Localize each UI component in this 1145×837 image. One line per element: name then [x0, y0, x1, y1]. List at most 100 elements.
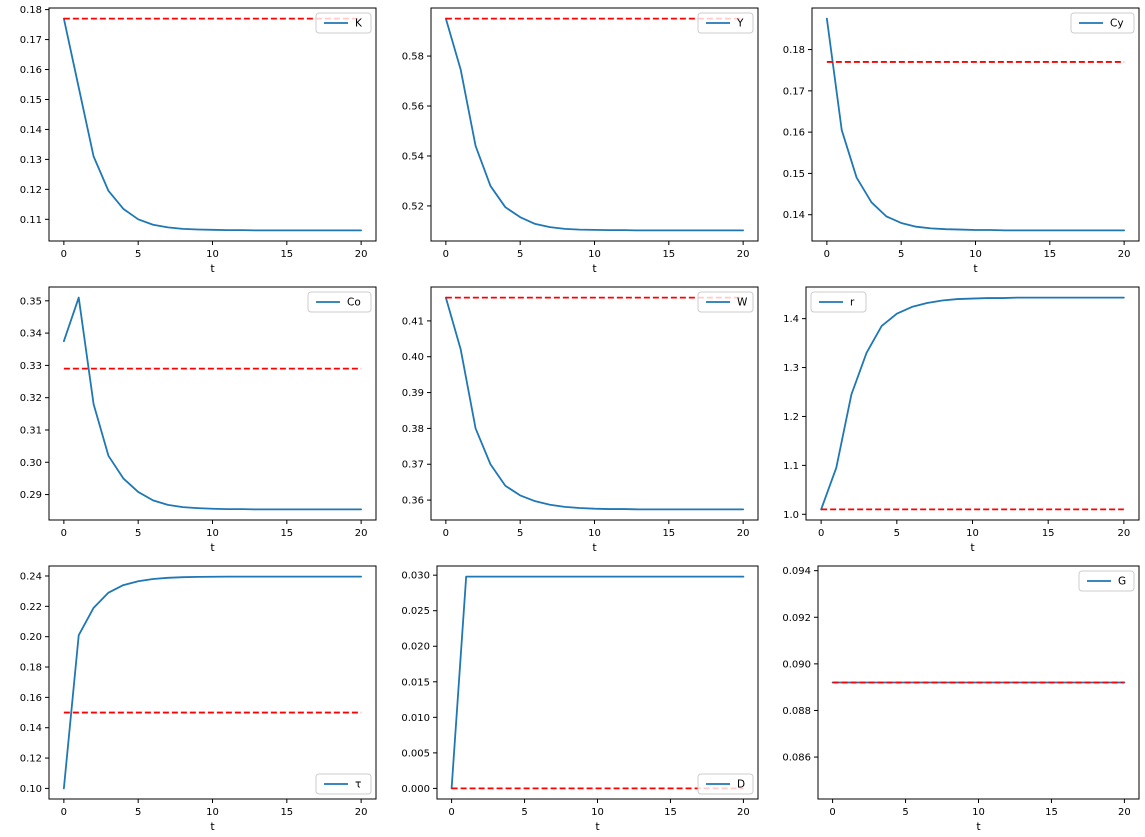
x-tick-label: 10 [588, 249, 601, 260]
y-tick-label: 0.14 [783, 210, 805, 221]
x-axis-label: t [595, 820, 600, 833]
y-tick-label: 0.088 [783, 706, 812, 717]
legend: K [315, 12, 372, 34]
x-tick-label: 20 [1118, 528, 1131, 539]
x-tick-label: 10 [969, 249, 982, 260]
y-tick-label: 0.31 [20, 425, 42, 436]
x-tick-label: 5 [898, 249, 904, 260]
axes-box [436, 565, 759, 800]
x-axis-label: t [210, 541, 215, 554]
legend-label: Cy [1110, 18, 1124, 30]
legend-label: Y [736, 18, 744, 30]
y-tick-label: 0.39 [401, 388, 423, 399]
y-tick-label: 0.56 [401, 102, 423, 113]
x-tick-label: 0 [61, 528, 67, 539]
series-line [820, 296, 1126, 511]
axes-box [48, 286, 377, 521]
series-line [444, 17, 744, 232]
y-tick-label: 0.010 [401, 713, 430, 724]
x-tick-label: 0 [61, 249, 67, 260]
x-tick-label: 0 [830, 807, 836, 818]
subplot-K: 0.11 0.12 0.13 0.14 0.15 0.16 0.17 0.18 0 5 10 15 20… [20, 5, 377, 275]
legend: Co [307, 291, 372, 313]
legend: Cy [1070, 12, 1135, 34]
x-tick-label: 15 [1044, 249, 1057, 260]
x-tick-label: 15 [280, 807, 293, 818]
x-tick-label: 5 [517, 249, 523, 260]
x-tick-label: 0 [442, 249, 448, 260]
legend-label: G [1118, 576, 1126, 588]
y-tick-label: 0.18 [783, 45, 805, 56]
y-tick-label: 0.15 [783, 169, 805, 180]
y-tick-label: 0.000 [401, 784, 430, 795]
x-tick-label: 15 [662, 528, 675, 539]
y-tick-label: 0.29 [20, 490, 42, 501]
x-tick-label: 0 [448, 807, 454, 818]
x-tick-label: 0 [61, 807, 67, 818]
axes-box [48, 7, 377, 242]
y-tick-label: 0.11 [20, 215, 42, 226]
y-tick-label: 0.17 [783, 86, 805, 97]
x-axis-label: t [971, 541, 976, 554]
legend-label: τ [355, 779, 361, 791]
legend: G [1078, 570, 1135, 592]
y-tick-label: 0.030 [401, 571, 430, 582]
axes-box [430, 286, 759, 521]
x-tick-label: 20 [355, 807, 368, 818]
series-line [62, 296, 363, 511]
x-tick-label: 5 [894, 528, 900, 539]
x-tick-label: 10 [206, 807, 219, 818]
x-tick-label: 20 [1118, 807, 1131, 818]
legend: τ [315, 773, 372, 795]
y-tick-label: 0.20 [20, 632, 42, 643]
y-tick-label: 0.37 [401, 460, 423, 471]
y-tick-label: 0.41 [401, 316, 423, 327]
y-tick-label: 0.086 [783, 753, 812, 764]
x-tick-label: 0 [442, 528, 448, 539]
x-tick-label: 20 [736, 528, 749, 539]
legend: W [697, 291, 754, 313]
y-tick-label: 0.12 [20, 754, 42, 765]
axes-box [430, 7, 759, 242]
x-tick-label: 15 [1045, 807, 1058, 818]
axes-box [805, 286, 1140, 521]
x-tick-label: 0 [824, 249, 830, 260]
x-tick-label: 10 [966, 528, 979, 539]
y-tick-label: 0.14 [20, 125, 42, 136]
y-tick-label: 0.22 [20, 602, 42, 613]
series-line [826, 17, 1126, 232]
x-tick-label: 15 [664, 807, 677, 818]
y-tick-label: 0.092 [783, 613, 812, 624]
y-tick-label: 0.015 [401, 677, 430, 688]
x-tick-label: 15 [1042, 528, 1055, 539]
y-tick-label: 0.005 [401, 748, 430, 759]
y-tick-label: 0.18 [20, 663, 42, 674]
y-tick-label: 0.38 [401, 424, 423, 435]
subplot-D: 0.000 0.005 0.010 0.015 0.020 0.025 0.030 0 5 10 1… [401, 565, 759, 833]
y-tick-label: 0.020 [401, 642, 430, 653]
legend-label: D [737, 779, 745, 791]
series-line [62, 17, 363, 232]
x-tick-label: 20 [355, 528, 368, 539]
y-tick-label: 0.24 [20, 571, 42, 582]
legend-label: K [355, 18, 363, 30]
x-tick-label: 20 [355, 249, 368, 260]
y-tick-label: 0.40 [401, 352, 423, 363]
axes-box [48, 565, 377, 800]
x-tick-label: 15 [280, 249, 293, 260]
series-line [62, 575, 363, 790]
subplot-G: 0.086 0.088 0.090 0.092 0.094 0 5 10 15 20 t G [783, 565, 1140, 833]
y-tick-label: 0.094 [783, 566, 812, 577]
x-tick-label: 5 [135, 249, 141, 260]
y-tick-label: 1.0 [783, 510, 799, 521]
x-tick-label: 0 [818, 528, 824, 539]
x-tick-label: 20 [736, 249, 749, 260]
y-tick-label: 0.36 [401, 496, 423, 507]
x-tick-label: 20 [1118, 249, 1131, 260]
subplot-r: 1.0 1.1 1.2 1.3 1.4 0 5 10 15 20 t r [783, 286, 1140, 554]
x-axis-label: t [977, 820, 982, 833]
y-tick-label: 1.2 [783, 412, 799, 423]
x-tick-label: 5 [521, 807, 527, 818]
legend: r [810, 291, 867, 313]
